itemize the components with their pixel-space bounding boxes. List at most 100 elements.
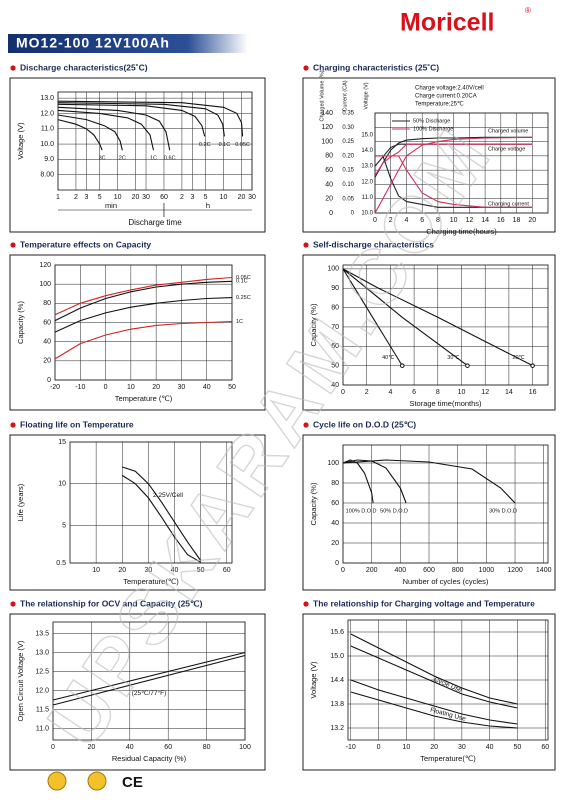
y-tick-label: 40: [43, 339, 51, 346]
y-tick-label: 50: [331, 362, 339, 369]
x-tick-label: 1400: [536, 567, 552, 574]
x-axis-label: Temperature (℃): [115, 394, 173, 403]
x-tick-label: 20: [430, 744, 438, 751]
data-line: [375, 155, 533, 208]
y2-tick-label: 0.35: [342, 111, 354, 117]
data-line: [54, 320, 233, 360]
series-label: 20℃: [512, 355, 525, 361]
y-tick-label: 80: [325, 153, 333, 160]
axis-label: Voltage (V): [363, 82, 369, 109]
x-tick-label: 10: [220, 194, 228, 201]
cert-icon: [47, 771, 67, 791]
series-label: 3C: [99, 156, 106, 162]
data-line: [57, 119, 103, 151]
end-point: [465, 363, 470, 368]
data-line: [52, 654, 246, 706]
x-tick-label: 20: [88, 744, 96, 751]
data-line: [374, 136, 533, 178]
data-line: [342, 268, 468, 367]
x-axis-label: Number of cycles (cycles): [403, 577, 489, 586]
title-dot: [303, 65, 309, 71]
title-dot: [303, 422, 309, 428]
y-tick-label: 10.0: [40, 141, 54, 148]
y-tick-label: 20: [325, 196, 333, 203]
x-tick-label: 0: [51, 744, 55, 751]
x-tick-label: 40: [126, 744, 134, 751]
x-tick-label: 10: [127, 384, 135, 391]
x-axis-label: Storage time(months): [409, 399, 482, 408]
x-tick-label: 0: [341, 389, 345, 396]
x-section-label: h: [206, 201, 210, 210]
y-tick-label: 20: [43, 358, 51, 365]
y-tick-label: 9.0: [44, 156, 54, 163]
x-tick-label: 60: [164, 744, 172, 751]
end-point: [399, 363, 405, 368]
y3-tick-label: 11.0: [362, 195, 374, 201]
x-tick-label: 2: [389, 217, 393, 224]
chart-frame: [9, 434, 266, 591]
data-line: [54, 297, 233, 333]
x-tick-label: 60: [541, 744, 549, 751]
x-tick-label: 2: [74, 194, 78, 201]
curve-label: Charging current: [488, 201, 529, 207]
x-tick-label: 0: [341, 567, 345, 574]
x-tick-label: 14: [505, 389, 513, 396]
series-label: 0.6C: [164, 156, 176, 162]
ce-mark: CE: [122, 774, 143, 791]
y-tick-label: 13.2: [330, 725, 344, 732]
data-line: [350, 679, 518, 725]
x-tick-label: 80: [203, 744, 211, 751]
data-line: [54, 276, 233, 316]
header-bar: [8, 34, 248, 53]
x-tick-label: 20: [132, 194, 140, 201]
y-tick-label: 70: [331, 324, 339, 331]
x-tick-label: 2: [180, 194, 184, 201]
y-tick-label: 60: [331, 343, 339, 350]
x-tick-label: 1: [56, 194, 60, 201]
x-tick-label: 1200: [507, 567, 523, 574]
x-tick-label: 4: [388, 389, 392, 396]
chart-frame: [302, 254, 556, 411]
title-dot: [10, 601, 16, 607]
brand-logo: Moricell: [400, 9, 494, 37]
note: Temperature:25℃: [415, 102, 464, 108]
y2-tick-label: 0.20: [342, 153, 354, 159]
x-tick-label: 30: [458, 744, 466, 751]
y-axis-label: Capacity (%): [16, 301, 25, 344]
x-axis-label: Discharge time: [128, 218, 182, 227]
y2-tick-label: 0.05: [342, 196, 354, 202]
series-label: 30% D.O.D: [489, 508, 517, 514]
x-tick-label: 10: [458, 389, 466, 396]
y-tick-label: 100: [327, 266, 339, 273]
y-tick-label: 13.8: [330, 701, 344, 708]
series-label: 50% D.O.D: [380, 508, 408, 514]
axis-label: Charged Volume (%): [319, 70, 325, 121]
y2-tick-label: 0.25: [342, 139, 354, 145]
y3-tick-label: 13.0: [361, 164, 373, 170]
x-tick-label: 12: [481, 389, 489, 396]
series-label: 1C: [150, 156, 157, 162]
y-tick-label: 80: [331, 480, 339, 487]
end-point: [530, 363, 535, 368]
x-axis-label: Temperature(℃): [123, 577, 179, 586]
x-tick-label: 1000: [479, 567, 495, 574]
y-tick-label: 0: [47, 377, 51, 384]
x-tick-label: 20: [118, 567, 126, 574]
charts: Discharge characteristics(25˚C)1 2 3 5 10 20 3…: [9, 62, 556, 771]
x-tick-label: 2: [365, 389, 369, 396]
x-tick-label: 20: [528, 217, 536, 224]
x-tick-label: 10: [450, 217, 458, 224]
x-tick-label: 3: [190, 194, 194, 201]
y3-tick-label: 14.0: [361, 148, 373, 154]
y-tick-label: 8.00: [40, 172, 54, 179]
cert-icon: [87, 771, 107, 791]
x-axis-label: Residual Capacity (%): [112, 754, 187, 763]
x-tick-label: 3: [84, 194, 88, 201]
x-tick-label: 200: [366, 567, 378, 574]
y-tick-label: 40: [325, 181, 333, 188]
data-line: [122, 466, 202, 561]
note: Charge current:0.20CA: [415, 94, 477, 100]
x-tick-label: 8: [436, 389, 440, 396]
x-tick-label: 800: [452, 567, 464, 574]
